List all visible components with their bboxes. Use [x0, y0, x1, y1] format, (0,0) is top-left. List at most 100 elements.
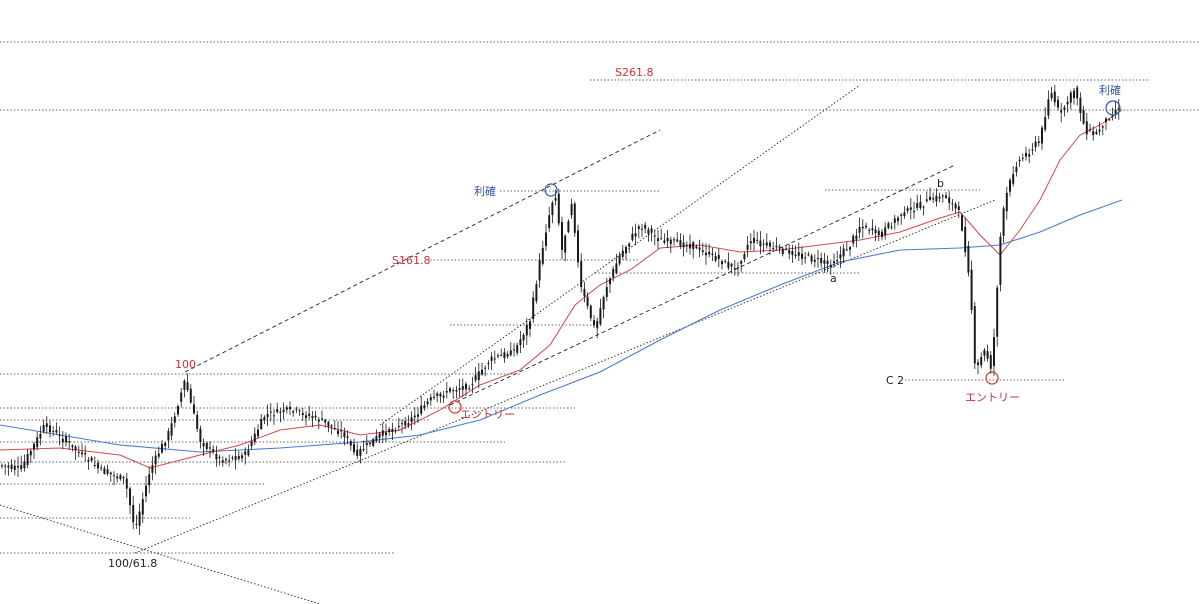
candle [356, 443, 359, 460]
candle [721, 259, 723, 270]
candle-body [804, 257, 807, 259]
candle [1105, 117, 1107, 131]
circle-markers [448, 100, 1121, 414]
candle-body [81, 452, 83, 455]
candle [49, 420, 51, 438]
candle [205, 441, 208, 452]
candle-body [164, 442, 167, 447]
candle-body [1063, 107, 1066, 110]
candle [897, 215, 899, 226]
candle [877, 227, 880, 242]
candle-body [311, 415, 314, 419]
candle [737, 261, 739, 277]
candle [100, 464, 103, 472]
candle-body [189, 388, 192, 403]
candle-body [996, 287, 999, 337]
candle [279, 408, 282, 423]
candle [484, 365, 487, 377]
candle [106, 464, 109, 476]
candle-body [58, 435, 61, 437]
candle-body [458, 388, 461, 390]
candle-body [49, 425, 51, 433]
candle-body [541, 247, 544, 264]
candle [234, 448, 237, 470]
candle-body [132, 504, 135, 523]
candle [1089, 123, 1091, 133]
candle-body [1114, 110, 1117, 114]
candle-body [324, 419, 327, 423]
candle [157, 446, 160, 460]
candle-body [676, 239, 679, 242]
candle [17, 456, 19, 477]
candle-body [1095, 131, 1098, 134]
candle [820, 252, 823, 268]
candle [253, 427, 256, 445]
candle-body [135, 523, 138, 525]
candle [916, 194, 919, 211]
candle-body [378, 433, 381, 438]
candle-body [353, 444, 355, 453]
candle-body [705, 252, 707, 256]
candle-body [138, 511, 141, 526]
candle-body [481, 369, 483, 375]
candle [493, 350, 496, 364]
candle [599, 299, 602, 327]
candle [711, 247, 714, 262]
candle [941, 193, 944, 203]
candle [193, 395, 195, 415]
candle [170, 416, 173, 441]
candle-body [836, 259, 839, 262]
candle-body [999, 236, 1002, 285]
candle-body [669, 239, 672, 245]
candle [762, 239, 765, 253]
candle [1037, 136, 1040, 147]
candle-body [765, 242, 768, 246]
candle [343, 427, 346, 446]
candle-body [497, 355, 499, 357]
candle [503, 348, 506, 363]
candle [269, 402, 272, 422]
candle [602, 295, 605, 319]
candle [564, 234, 567, 262]
candle [964, 217, 967, 257]
candle-body [74, 446, 77, 451]
candle-body [916, 203, 919, 208]
candle-body [858, 226, 861, 233]
candle [993, 328, 995, 376]
candle [461, 378, 464, 398]
candle [647, 227, 650, 242]
candle [212, 445, 215, 455]
candle [858, 217, 861, 239]
candle-body [519, 339, 522, 346]
candle [426, 398, 429, 407]
candle-body [87, 459, 90, 462]
candle [813, 254, 816, 268]
candle-body [330, 425, 333, 427]
candle-body [737, 267, 739, 269]
candle [311, 410, 314, 428]
trend-line-upper-dotted [379, 84, 861, 426]
candle [1047, 90, 1050, 120]
candle [701, 242, 704, 256]
annotation-labels: S261.8 利確 利確 b S161.8 a 100 C 2 エントリー エン… [108, 66, 1121, 570]
candle-body [461, 386, 464, 390]
candle-body [673, 239, 675, 241]
candle [951, 198, 954, 212]
candle-body [529, 321, 531, 329]
candle [282, 402, 285, 420]
trend-line-lower-dotted [134, 199, 996, 554]
candle [180, 387, 183, 408]
candle-body [535, 284, 538, 302]
candle-body [372, 439, 375, 446]
candle-body [525, 324, 528, 336]
candle-body [833, 261, 835, 264]
candle-body [468, 388, 471, 390]
candle-body [906, 208, 909, 212]
candle-body [749, 241, 752, 244]
candle [225, 457, 227, 465]
candle-body [385, 432, 387, 436]
candle [676, 232, 679, 243]
candle-body [269, 411, 272, 413]
candle [650, 225, 653, 242]
